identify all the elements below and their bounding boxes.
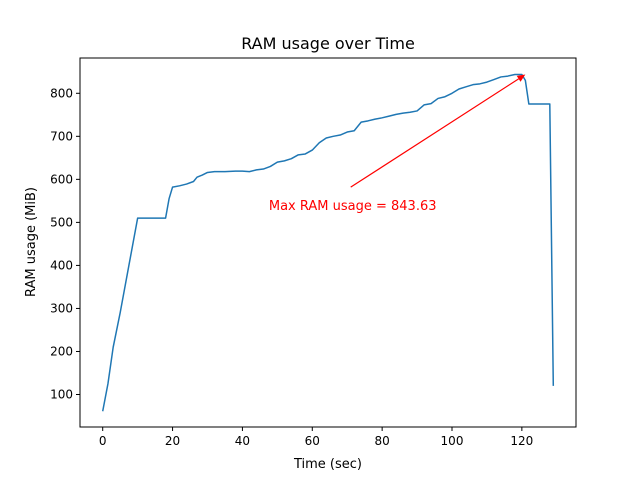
- y-tick-label: 100: [50, 388, 73, 402]
- x-axis-label: Time (sec): [293, 457, 362, 472]
- y-tick-label: 700: [50, 129, 73, 143]
- annotation-arrowhead: [516, 74, 526, 82]
- y-tick-label: 400: [50, 258, 73, 272]
- series-line-ram-usage: [101, 73, 555, 412]
- y-tick-label: 600: [50, 172, 73, 186]
- x-tick-label: 60: [305, 434, 320, 448]
- axis-ticks: 0 20 40 60 80 100 120 100 200 300 400 500 600 700 800: [50, 86, 533, 448]
- x-tick-label: 80: [375, 434, 390, 448]
- y-tick-label: 800: [50, 86, 73, 100]
- annotation-label: Max RAM usage = 843.63: [269, 199, 437, 214]
- y-tick-label: 500: [50, 215, 73, 229]
- x-tick-label: 0: [99, 434, 107, 448]
- y-tick-label: 300: [50, 301, 73, 315]
- x-tick-label: 40: [235, 434, 250, 448]
- x-tick-label: 120: [510, 434, 533, 448]
- x-tick-label: 20: [165, 434, 180, 448]
- plot-frame: [79, 57, 577, 428]
- chart-title: RAM usage over Time: [241, 34, 415, 53]
- series-points: [103, 74, 554, 411]
- y-axis-label: RAM usage (MiB): [24, 187, 39, 297]
- annotation-arrow: [350, 78, 519, 188]
- x-tick-label: 100: [441, 434, 464, 448]
- y-tick-label: 200: [50, 344, 73, 358]
